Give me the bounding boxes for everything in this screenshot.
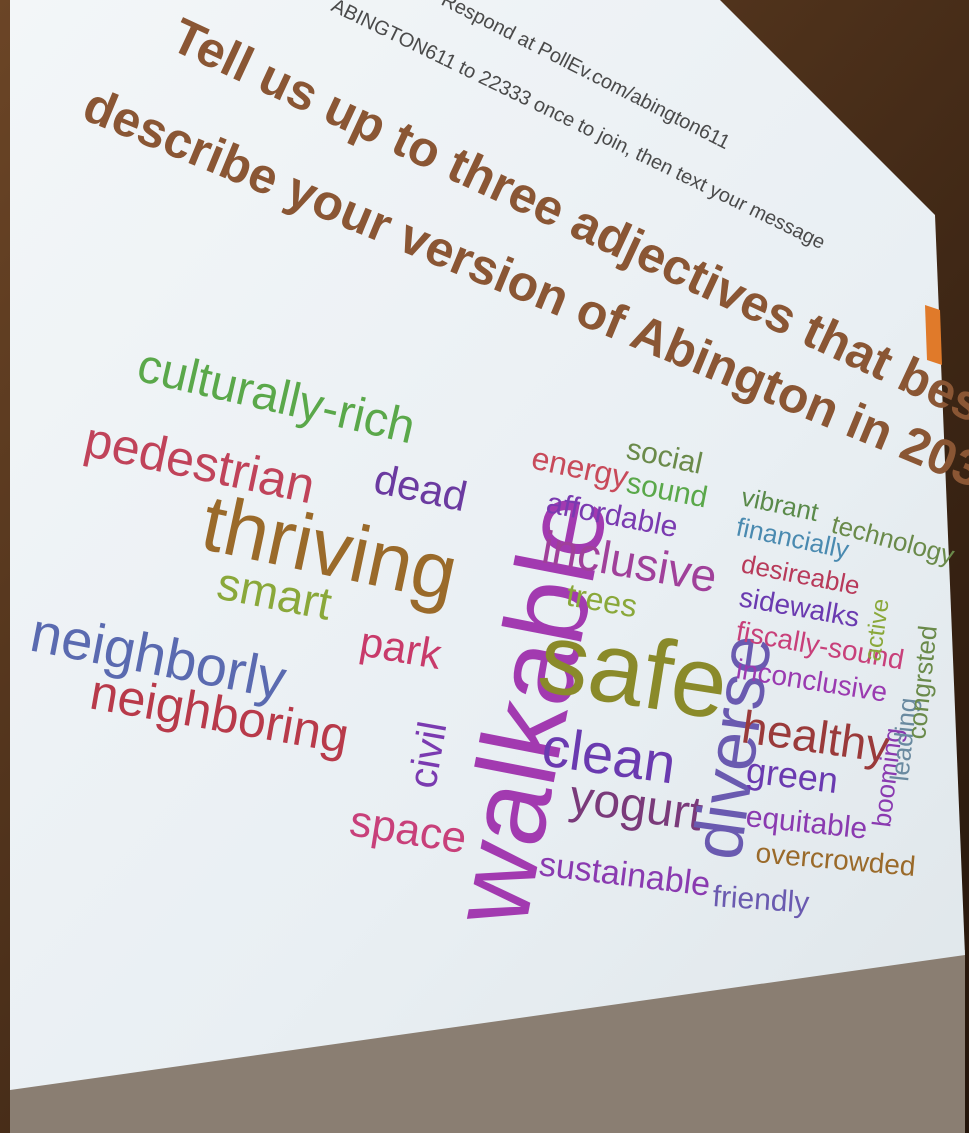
word: friendly bbox=[712, 880, 811, 920]
photo: Respond at PollEv.com/abington611 ABINGT… bbox=[0, 0, 969, 1133]
page: {"header": {"instructions": ["Respond at… bbox=[0, 0, 969, 1133]
